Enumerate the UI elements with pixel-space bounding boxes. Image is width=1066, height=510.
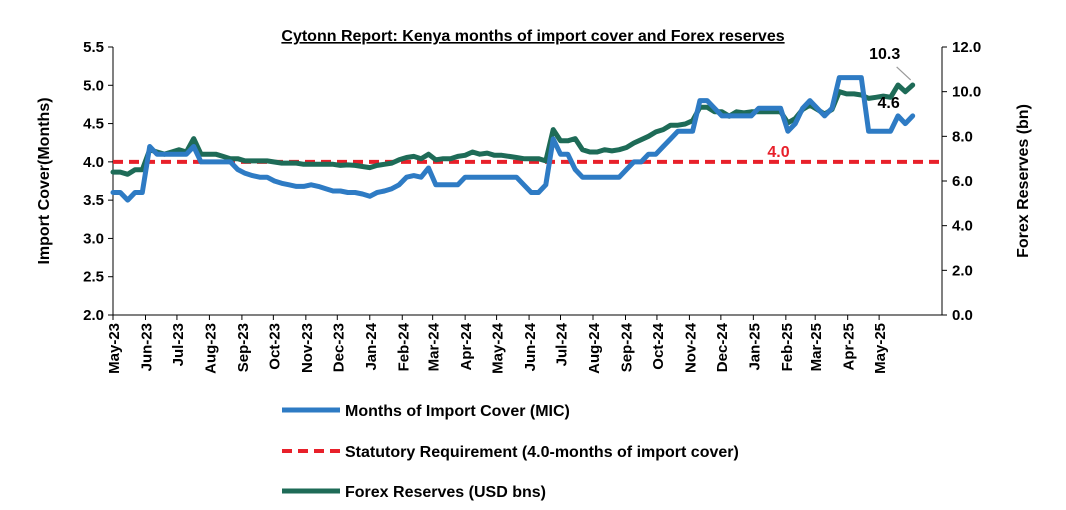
x-tick-label: Jul-24 [554,322,571,366]
y-right-tick-label: 10.0 [952,84,981,101]
x-tick-label: Feb-24 [395,322,412,371]
x-tick-label: Dec-23 [330,323,347,372]
y-left-tick-label: 3.0 [83,230,104,247]
y-right-axis-title: Forex Reserves (bn) [1015,104,1032,258]
x-tick-label: Aug-24 [586,322,603,373]
y-left-tick-label: 3.5 [83,192,104,209]
annotation-leader [896,66,912,81]
legend: Months of Import Cover (MIC) Statutory Re… [282,403,739,501]
y-left-tick-label: 4.0 [83,154,104,171]
annotation-label: 4.0 [767,144,789,161]
x-tick-label: Mar-25 [808,323,825,371]
x-tick-label: Jun-24 [522,322,539,371]
chart-title: Cytonn Report: Kenya months of import co… [281,28,784,45]
annotation-label: 4.6 [878,95,900,112]
x-tick-label: Jan-24 [363,322,380,370]
annotation-label: 10.3 [869,46,900,63]
series-line-0 [110,75,916,203]
x-tick-label: Sep-24 [618,322,635,372]
x-tick-label: Dec-24 [714,322,731,372]
x-tick-label: Oct-24 [650,322,667,369]
x-tick-label: Mar-24 [426,322,443,371]
y-left-tick-label: 5.0 [83,77,104,94]
legend-label: Statutory Requirement (4.0-months of imp… [345,444,739,461]
y-right-tick-label: 4.0 [952,218,973,235]
axes: 2.0 2.5 3.0 3.5 4.0 4.5 5.0 5.5 0.0 2.0 4.0 6.0 8.0 1… [36,39,1032,374]
x-tick-label: Jan-25 [746,323,763,371]
x-tick-label: Apr-25 [841,323,858,371]
y-right-tick-label: 2.0 [952,262,973,279]
x-tick-label: Nov-23 [299,323,316,373]
y-left-tick-label: 4.5 [83,116,104,133]
x-tick-label: May-24 [490,322,507,374]
y-left-tick-label: 5.5 [83,39,104,56]
x-tick-label: May-25 [872,323,889,374]
x-tick-label: Apr-24 [458,322,475,370]
x-tick-label: Nov-24 [682,322,699,373]
y-right-tick-label: 12.0 [952,39,981,56]
legend-label: Months of Import Cover (MIC) [345,403,570,420]
plot-area: 10.3 4.6 4.0 [110,46,942,203]
y-right-tick-label: 6.0 [952,173,973,190]
legend-label: Forex Reserves (USD bns) [345,484,546,501]
y-right-tick-label: 0.0 [952,307,973,324]
y-left-tick-label: 2.5 [83,269,104,286]
x-tick-label: Aug-23 [202,323,219,374]
x-tick-label: Oct-23 [266,323,283,370]
x-tick-label: Jun-23 [138,323,155,371]
y-left-tick-label: 2.0 [83,307,104,324]
x-tick-label: Jul-23 [170,323,187,366]
x-tick-label: Sep-23 [235,323,252,372]
x-tick-label: May-23 [106,323,123,374]
y-left-axis-title: Import Cover(Months) [36,97,53,264]
y-right-tick-label: 8.0 [952,128,973,145]
x-tick-label: Feb-25 [779,323,796,371]
